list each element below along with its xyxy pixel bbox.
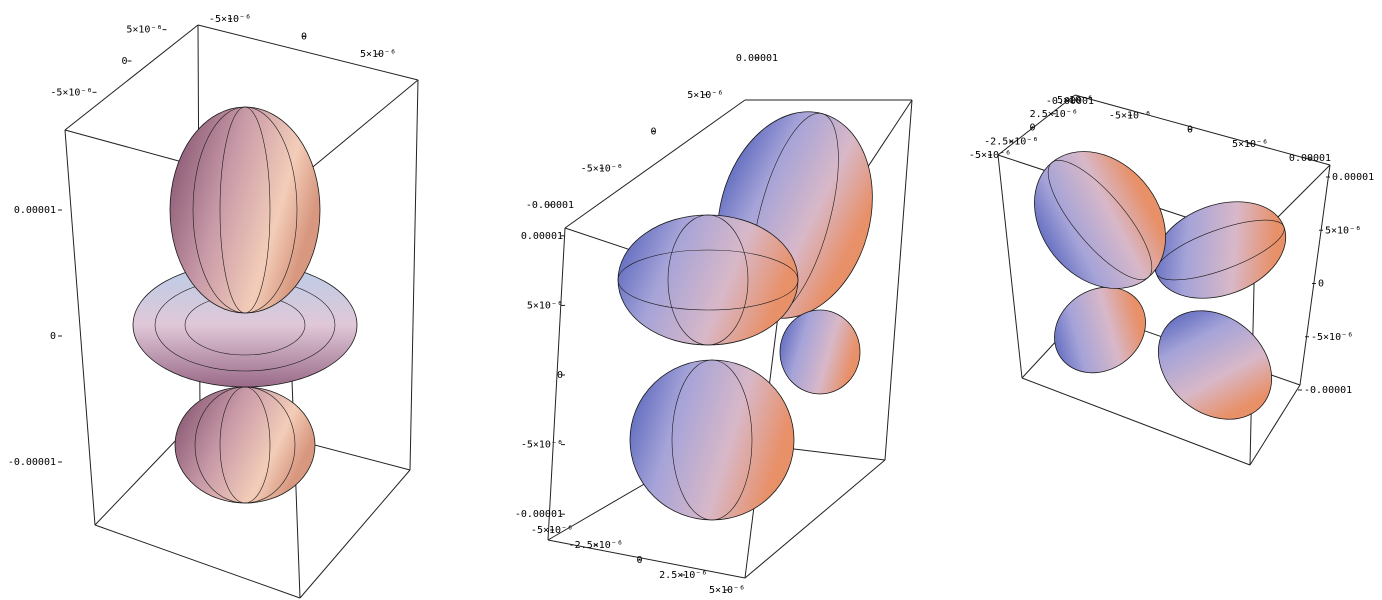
x-tick-label: 5×10⁻⁶: [687, 90, 723, 101]
z-tick-label: 5×10⁻⁶: [527, 300, 563, 311]
x-tick-label: 0.00001: [1289, 153, 1331, 164]
y-tick-label: 0: [636, 555, 642, 566]
z-tick-label: 0: [50, 331, 56, 342]
x-tick-label: -5×10⁻⁶: [50, 87, 92, 98]
x-tick-label: -5×10⁻⁶: [1109, 110, 1151, 121]
x-tick-label: 0.00001: [736, 53, 778, 64]
y-tick-label: -5×10⁻⁶: [209, 14, 251, 25]
y-tick-label: -5×10⁻⁶: [531, 525, 573, 536]
surface: [1034, 151, 1287, 420]
z-tick-label: 5×10⁻⁶: [1325, 225, 1361, 236]
z-tick-label: 0.00001: [1332, 172, 1374, 183]
x-tick-label: 0: [650, 127, 656, 138]
surface: [132, 106, 358, 504]
x-tick-label: -0.00001: [1046, 96, 1094, 107]
y-tick-label: -5×10⁻⁶: [969, 150, 1011, 161]
x-tick-label: -0.00001: [526, 200, 574, 211]
z-tick-label: -0.00001: [1304, 385, 1352, 396]
z-tick-label: 0.00001: [521, 231, 563, 242]
y-tick-label: 5×10⁻⁶: [360, 49, 396, 60]
z-tick-label: 0.00001: [14, 205, 56, 216]
y-tick-label: -2.5×10⁻⁶: [569, 540, 623, 551]
x-tick-label: 0: [1187, 125, 1193, 136]
x-tick-label: 5×10⁻⁶: [126, 25, 162, 36]
y-tick-label: 0: [1029, 123, 1035, 134]
z-tick-label: 0: [557, 370, 563, 381]
x-tick-label: 5×10⁻⁶: [1232, 139, 1268, 150]
y-tick-label: 5×10⁻⁶: [709, 585, 745, 596]
y-tick-label: 5×10⁻⁶: [1057, 95, 1093, 106]
y-tick-label: 0: [301, 32, 307, 43]
z-tick-label: -5×10⁻⁶: [1311, 332, 1353, 343]
x-tick-label: 0: [121, 56, 127, 67]
y-tick-label: 2.5×10⁻⁶: [659, 570, 707, 581]
z-tick-label: -5×10⁻⁶: [521, 440, 563, 451]
y-tick-label: 2.5×10⁻⁶: [1030, 109, 1078, 120]
y-tick-label: -2.5×10⁻⁶: [984, 136, 1038, 147]
x-tick-label: -5×10⁻⁶: [581, 163, 623, 174]
z-tick-label: -0.00001: [515, 509, 563, 520]
z-tick-label: 0: [1318, 279, 1324, 290]
surface: [617, 111, 873, 521]
z-tick-label: -0.00001: [8, 457, 56, 468]
